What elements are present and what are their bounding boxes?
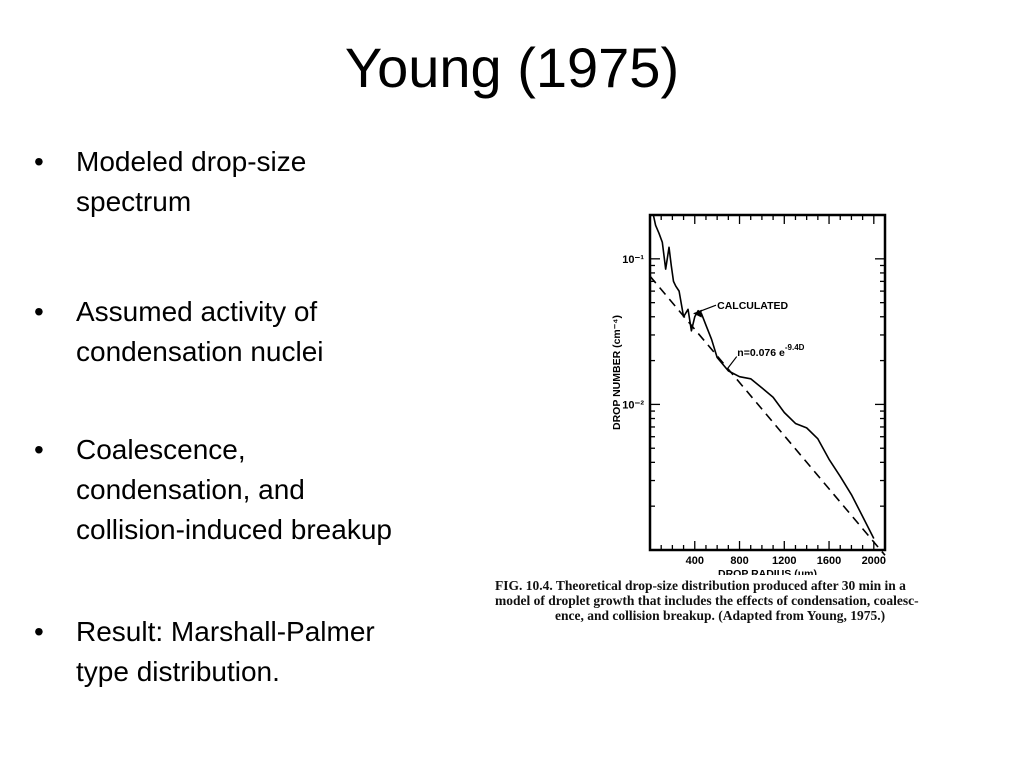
figure-caption: FIG. 10.4. Theoretical drop-size distrib… xyxy=(495,578,1015,623)
series-calculated-line xyxy=(652,214,875,539)
bullet-text: Assumed activity of condensation nuclei xyxy=(76,292,474,372)
bullet-item: • Modeled drop-size spectrum xyxy=(34,142,474,222)
bullet-line: condensation nuclei xyxy=(76,336,324,367)
caption-line: model of droplet growth that includes th… xyxy=(495,593,919,608)
bullet-line: collision-induced breakup xyxy=(76,514,392,545)
slide-title: Young (1975) xyxy=(344,36,680,99)
bullet-dot: • xyxy=(34,616,44,647)
y-tick-label: 10⁻¹ xyxy=(622,254,644,266)
annotation-fit: n=0.076 e-9.4D xyxy=(737,343,804,359)
bullet-dot: • xyxy=(34,296,44,327)
plot-frame xyxy=(648,213,887,552)
bullet-line: condensation, and xyxy=(76,474,305,505)
y-tick-label: 10⁻² xyxy=(622,399,644,411)
annotation-leader xyxy=(726,356,738,370)
bullet-item: • Assumed activity of condensation nucle… xyxy=(34,292,474,372)
bullet-line: Modeled drop-size xyxy=(76,146,307,177)
annotation-arrowhead xyxy=(693,309,702,318)
bullet-line: Assumed activity of xyxy=(76,296,318,327)
bullet-text: Result: Marshall-Palmer type distributio… xyxy=(76,612,474,692)
drop-size-chart: 400 800 1200 1600 2000 10⁻¹ 10⁻² DROP RADIUS (μ… xyxy=(611,213,887,575)
y-axis-label: DROP NUMBER (cm⁻⁴) xyxy=(611,315,623,430)
series-fit-line xyxy=(649,275,886,556)
bullet-item: • Coalescence, condensation, and collisi… xyxy=(34,430,474,550)
bullet-text: Coalescence, condensation, and collision… xyxy=(76,430,474,550)
bullet-item: • Result: Marshall-Palmer type distribut… xyxy=(34,612,474,692)
x-axis-label: DROP RADIUS (μm) xyxy=(718,568,817,575)
caption-line: FIG. 10.4. Theoretical drop-size distrib… xyxy=(495,578,906,593)
bullet-dot: • xyxy=(34,434,44,465)
x-tick-label: 800 xyxy=(730,555,748,567)
x-tick-label: 400 xyxy=(686,555,704,567)
bullet-line: type distribution. xyxy=(76,656,280,687)
x-tick-label: 1600 xyxy=(817,555,841,567)
figure: 400 800 1200 1600 2000 10⁻¹ 10⁻² DROP RADIUS (μ… xyxy=(495,205,1015,635)
bullet-line: Result: Marshall-Palmer xyxy=(76,616,375,647)
annotation-calculated: CALCULATED xyxy=(717,300,788,312)
bullet-dot: • xyxy=(34,146,44,177)
bullet-text: Modeled drop-size spectrum xyxy=(76,142,474,222)
x-tick-label: 2000 xyxy=(862,555,886,567)
bullet-line: spectrum xyxy=(76,186,192,217)
x-tick-label: 1200 xyxy=(772,555,796,567)
bullet-line: Coalescence, xyxy=(76,434,246,465)
caption-line: ence, and collision breakup. (Adapted fr… xyxy=(555,608,886,623)
